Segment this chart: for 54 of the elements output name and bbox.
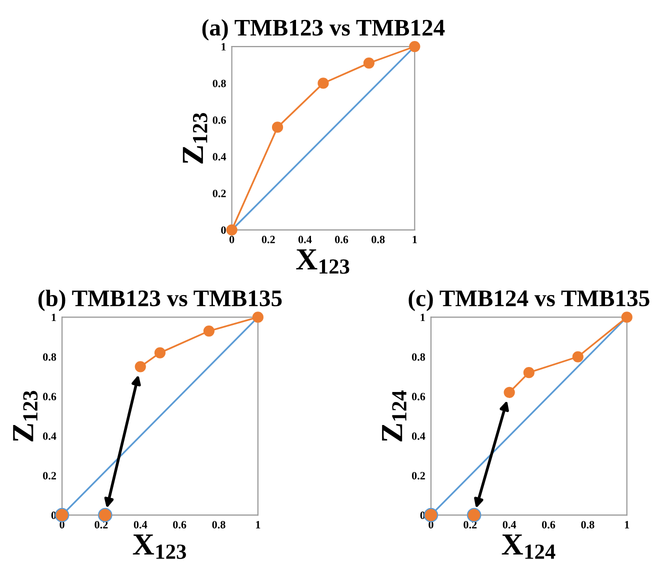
point: [504, 386, 515, 398]
y-axis-title: Z$_{124}$: [382, 390, 406, 442]
y-tick-label: 0.6: [212, 116, 226, 124]
chart-title: (c) TMB124 vs TMB135: [408, 290, 650, 312]
y-tick-label: 0.6: [412, 392, 426, 400]
y-tick-label: 0.6: [43, 392, 56, 400]
x-tick-label: 0: [229, 236, 234, 244]
x-tick-label: 1: [624, 521, 630, 528]
y-axis-title: Z$_{123}$: [13, 390, 38, 442]
x-axis-title: X$_{124}$: [502, 534, 556, 559]
y-tick-label: 0.4: [412, 432, 426, 440]
y-tick-label: 1: [222, 43, 226, 50]
y-tick-label: 0.8: [212, 80, 226, 88]
y-tick-label: 1: [420, 314, 425, 322]
point: [572, 351, 584, 362]
point: [424, 508, 438, 522]
y-tick-label: 0: [221, 226, 226, 234]
y-tick-label: 0.2: [212, 190, 226, 198]
x-tick-label: 0.6: [335, 236, 348, 244]
point: [54, 508, 70, 522]
point: [523, 367, 534, 378]
point: [466, 508, 482, 522]
x-tick-label: 1: [256, 521, 260, 528]
y-tick-label: 0.2: [43, 472, 56, 480]
point: [203, 325, 215, 337]
y-tick-label: 0.8: [43, 353, 56, 361]
y-tick-label: 0.2: [412, 472, 425, 480]
point: [621, 312, 632, 323]
x-tick-label: 0.4: [298, 236, 312, 244]
chart-title: (b) TMB123 vs TMB135: [38, 290, 282, 312]
x-axis-title: X$_{123}$: [132, 534, 186, 559]
point: [134, 361, 146, 372]
x-tick-label: 0.8: [372, 236, 385, 244]
point: [409, 41, 420, 52]
point: [318, 78, 329, 89]
x-tick-label: 0.4: [502, 520, 516, 528]
point: [252, 312, 264, 323]
y-tick-label: 0.4: [212, 153, 226, 161]
x-tick-label: 0.2: [262, 236, 275, 244]
y-tick-label: 0.4: [43, 432, 56, 440]
point: [272, 122, 284, 133]
x-tick-label: 0.4: [134, 520, 148, 528]
point: [154, 347, 166, 358]
x-tick-label: 0.6: [173, 520, 186, 528]
point: [98, 508, 112, 522]
y-tick-label: 1: [52, 314, 56, 322]
x-tick-label: 0.8: [581, 520, 594, 528]
y-axis-title: Z$_{123}$: [182, 112, 208, 164]
chart-title: (a) TMB123 vs TMB124: [202, 19, 445, 40]
point: [226, 224, 238, 236]
y-tick-label: 0.8: [412, 353, 426, 361]
point: [363, 58, 374, 69]
x-tick-label: 0.6: [542, 520, 556, 528]
x-axis-title: X$_{123}$: [296, 249, 350, 274]
